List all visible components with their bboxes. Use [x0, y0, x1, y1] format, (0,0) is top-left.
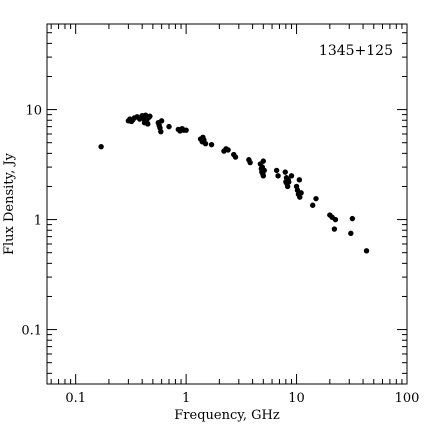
- data-point: [158, 118, 165, 124]
- data-point: [363, 248, 370, 254]
- data-point: [297, 194, 303, 200]
- data-point: [260, 173, 267, 179]
- x-tick-label: 100: [395, 391, 420, 406]
- data-point: [282, 169, 288, 175]
- data-point: [309, 202, 316, 208]
- data-point: [298, 190, 304, 196]
- data-point: [147, 113, 153, 119]
- y-tick-label: 0.1: [21, 324, 42, 339]
- data-point: [349, 215, 356, 222]
- y-axis-title: Flux Density, Jy: [2, 152, 17, 255]
- y-axis-tick-labels: 0.1 1 10: [21, 104, 42, 339]
- data-point: [225, 147, 231, 153]
- y-tick-label: 1: [34, 214, 42, 229]
- x-tick-label: 1: [182, 391, 190, 406]
- data-point: [348, 230, 354, 237]
- data-point: [232, 154, 239, 160]
- data-point: [208, 141, 215, 148]
- data-point: [158, 128, 164, 135]
- data-point: [332, 216, 339, 223]
- data-point: [261, 167, 267, 174]
- data-point: [275, 173, 281, 179]
- data-point: [202, 140, 209, 147]
- data-point: [286, 179, 292, 185]
- chart-title: 1345+125: [319, 43, 393, 59]
- data-point: [98, 143, 104, 150]
- data-point: [288, 173, 295, 179]
- y-axis-ticks: [47, 23, 407, 374]
- x-tick-label: 10: [288, 391, 305, 406]
- x-tick-label: 0.1: [65, 391, 86, 406]
- data-point: [166, 123, 172, 130]
- plot-frame: [46, 23, 408, 385]
- data-point: [273, 167, 280, 174]
- y-tick-label: 10: [25, 104, 42, 119]
- data-point: [313, 195, 319, 202]
- data-points: [98, 112, 370, 254]
- data-point: [145, 121, 151, 127]
- x-axis-title: Frequency, GHz: [174, 408, 280, 423]
- data-point: [260, 158, 267, 164]
- data-point: [284, 183, 291, 190]
- data-point: [296, 177, 303, 183]
- x-axis-tick-labels: 0.1 1 10 100: [65, 391, 419, 406]
- data-point: [183, 127, 189, 133]
- x-axis-ticks: [50, 24, 408, 384]
- data-point: [247, 159, 253, 166]
- data-point: [331, 226, 338, 232]
